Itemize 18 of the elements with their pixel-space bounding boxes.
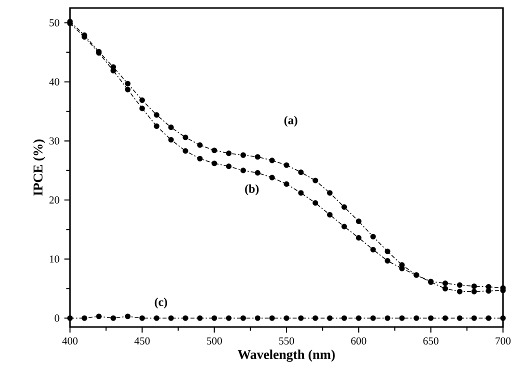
annotation: (a): [284, 116, 298, 127]
x-tick-label: 400: [62, 337, 78, 345]
annotation: (c): [154, 298, 168, 308]
x-tick-label: 500: [206, 337, 222, 345]
y-tick-label: 50: [50, 19, 60, 26]
y-axis-title: IPCE (%): [33, 140, 46, 196]
x-tick-label: 450: [134, 337, 150, 345]
y-tick-label: 40: [49, 78, 60, 86]
y-tick-label: 0: [54, 314, 60, 322]
x-tick-label: 550: [279, 337, 294, 345]
annotation: (b): [245, 184, 259, 196]
x-tick-label: 650: [423, 337, 438, 345]
y-tick-label: 20: [49, 196, 60, 204]
y-tick-label: 30: [50, 137, 60, 145]
x-tick-label: 700: [496, 337, 511, 345]
x-tick-label: 600: [351, 337, 366, 345]
y-tick-label: 10: [50, 255, 60, 263]
x-axis-title: Wavelength (nm): [238, 350, 335, 362]
